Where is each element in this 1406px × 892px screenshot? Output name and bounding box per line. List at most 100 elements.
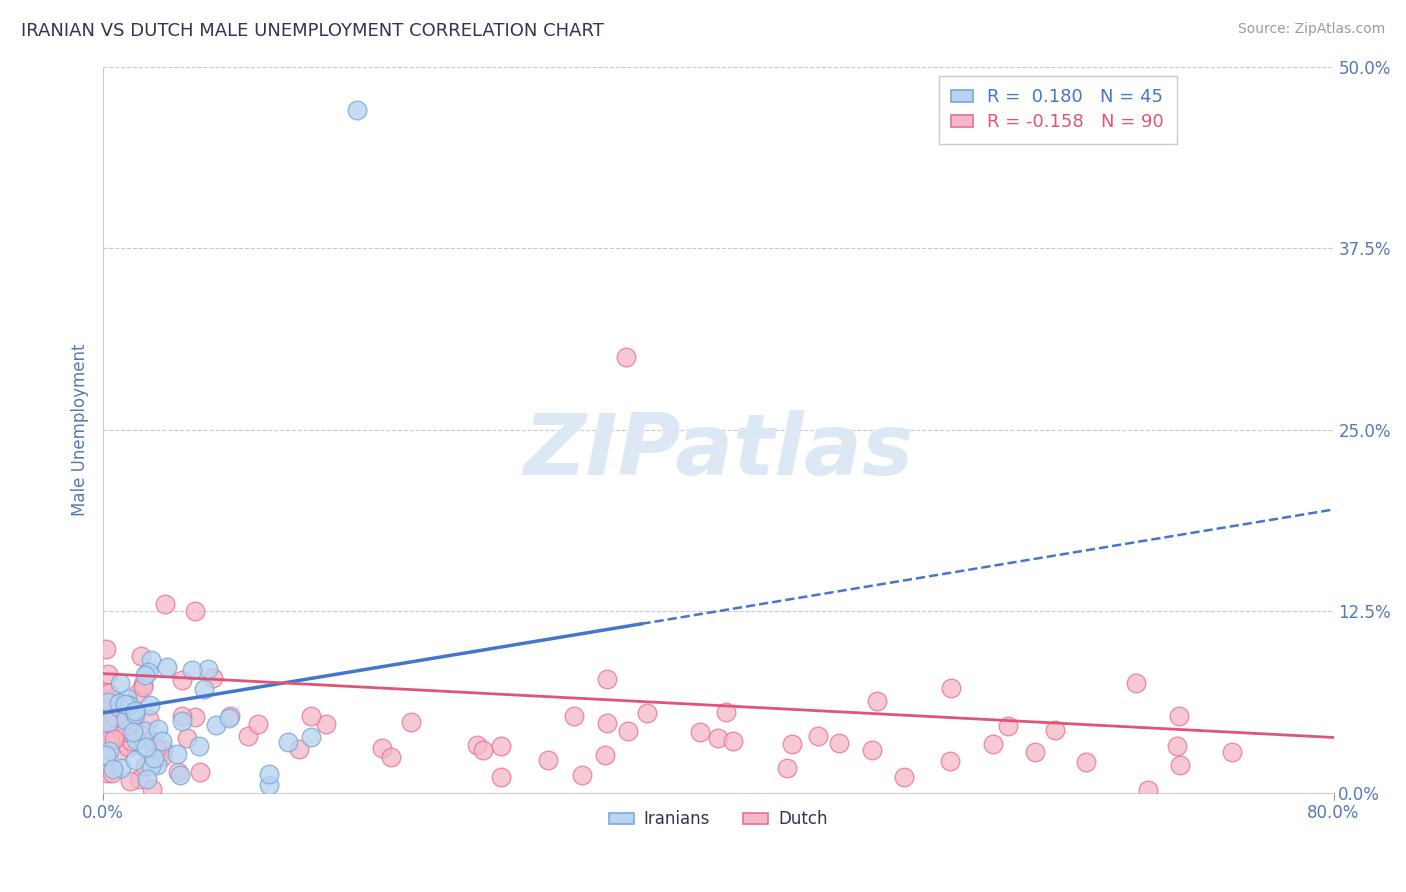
Point: [562, 709, 585, 723]
Point: [132, 681, 155, 695]
Point: [1074, 756, 1097, 770]
Point: [1024, 745, 1046, 759]
Point: [170, 708, 193, 723]
Point: [138, 712, 160, 726]
Point: [981, 737, 1004, 751]
Point: [169, 768, 191, 782]
Point: [135, 740, 157, 755]
Point: [614, 350, 637, 364]
Point: [97, 667, 120, 681]
Point: [471, 743, 494, 757]
Point: [596, 715, 619, 730]
Point: [98, 734, 121, 748]
Point: [146, 750, 169, 764]
Point: [145, 758, 167, 772]
Point: [1168, 758, 1191, 772]
Point: [132, 677, 155, 691]
Point: [129, 648, 152, 663]
Point: [141, 782, 163, 797]
Point: [114, 724, 136, 739]
Point: [124, 704, 146, 718]
Point: [170, 714, 193, 729]
Point: [120, 706, 142, 720]
Point: [108, 675, 131, 690]
Point: [141, 758, 163, 772]
Point: [152, 742, 174, 756]
Point: [277, 734, 299, 748]
Point: [115, 691, 138, 706]
Point: [98, 686, 121, 700]
Point: [166, 747, 188, 761]
Point: [714, 705, 737, 719]
Point: [152, 750, 174, 764]
Point: [893, 771, 915, 785]
Point: [939, 754, 962, 768]
Point: [315, 717, 337, 731]
Point: [105, 726, 128, 740]
Point: [205, 717, 228, 731]
Point: [114, 698, 136, 712]
Point: [190, 765, 212, 780]
Point: [97, 715, 120, 730]
Point: [96, 765, 118, 780]
Point: [346, 103, 368, 118]
Point: [103, 732, 125, 747]
Point: [780, 737, 803, 751]
Point: [128, 772, 150, 786]
Point: [96, 691, 118, 706]
Point: [127, 686, 149, 700]
Point: [134, 723, 156, 738]
Point: [299, 730, 322, 744]
Point: [259, 778, 281, 792]
Point: [114, 713, 136, 727]
Point: [97, 743, 120, 757]
Point: [96, 685, 118, 699]
Point: [238, 729, 260, 743]
Point: [596, 672, 619, 686]
Point: [135, 772, 157, 787]
Point: [181, 663, 204, 677]
Point: [807, 730, 830, 744]
Point: [127, 721, 149, 735]
Point: [288, 742, 311, 756]
Text: Source: ZipAtlas.com: Source: ZipAtlas.com: [1237, 22, 1385, 37]
Point: [401, 715, 423, 730]
Point: [571, 768, 593, 782]
Point: [97, 696, 120, 710]
Point: [537, 753, 560, 767]
Point: [1220, 745, 1243, 759]
Point: [110, 701, 132, 715]
Point: [146, 722, 169, 736]
Point: [1137, 782, 1160, 797]
Point: [489, 739, 512, 753]
Point: [143, 751, 166, 765]
Point: [115, 722, 138, 736]
Point: [828, 736, 851, 750]
Point: [139, 653, 162, 667]
Point: [101, 715, 124, 730]
Point: [183, 710, 205, 724]
Point: [202, 672, 225, 686]
Point: [124, 753, 146, 767]
Point: [866, 694, 889, 708]
Point: [176, 731, 198, 746]
Point: [637, 706, 659, 721]
Point: [117, 740, 139, 755]
Point: [218, 711, 240, 725]
Point: [860, 743, 883, 757]
Point: [107, 745, 129, 759]
Point: [184, 604, 207, 618]
Point: [124, 707, 146, 722]
Point: [101, 762, 124, 776]
Point: [101, 765, 124, 780]
Point: [1166, 739, 1188, 753]
Point: [108, 696, 131, 710]
Point: [120, 734, 142, 748]
Point: [776, 761, 799, 775]
Point: [132, 739, 155, 753]
Y-axis label: Male Unemployment: Male Unemployment: [72, 343, 89, 516]
Point: [172, 673, 194, 687]
Point: [150, 734, 173, 748]
Point: [110, 761, 132, 775]
Point: [380, 750, 402, 764]
